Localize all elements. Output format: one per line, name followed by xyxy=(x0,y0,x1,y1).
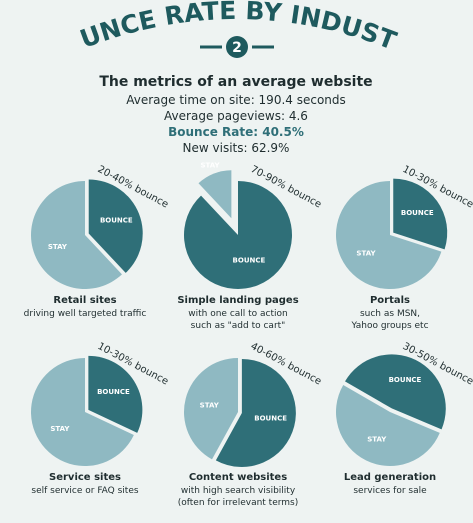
panel-line: with high search visibility xyxy=(181,486,296,496)
bounce-slice xyxy=(88,179,143,273)
panel-line: (often for irrelevant terms) xyxy=(178,498,299,508)
stay-slice xyxy=(198,170,232,219)
metric-line: New visits: 62.9% xyxy=(183,141,290,155)
panel-line: self service or FAQ sites xyxy=(31,486,138,496)
panel-line: driving well targeted traffic xyxy=(24,309,147,319)
bounce-label: BOUNCE xyxy=(97,388,130,396)
bounce-slice xyxy=(184,181,293,289)
panel-title: Lead generation xyxy=(344,472,436,483)
metric-line: Average pageviews: 4.6 xyxy=(164,109,308,123)
number-badge xyxy=(226,36,248,58)
panel-line: with one call to action xyxy=(188,309,288,319)
stay-slice xyxy=(183,358,238,460)
bounce-slice xyxy=(215,358,296,467)
stay-label: STAY xyxy=(200,161,220,169)
panel-title: Retail sites xyxy=(53,295,116,306)
bounce-label: BOUNCE xyxy=(254,414,287,422)
panel-line: Yahoo groups etc xyxy=(350,321,428,331)
bounce-label: BOUNCE xyxy=(100,217,133,225)
metric-line: Bounce Rate: 40.5% xyxy=(168,125,304,139)
stay-label: STAY xyxy=(50,425,70,433)
panel-line: such as "add to cart" xyxy=(191,321,286,331)
stay-slice xyxy=(336,385,440,466)
badge-number: 2 xyxy=(232,40,242,56)
stay-label: STAY xyxy=(367,436,387,444)
stay-label: STAY xyxy=(200,402,220,410)
panel-line: such as MSN, xyxy=(360,309,420,319)
bounce-label: BOUNCE xyxy=(389,376,422,384)
panel-line: services for sale xyxy=(353,486,427,496)
stay-slice xyxy=(30,181,122,289)
panel-title: Simple landing pages xyxy=(177,295,298,306)
stay-label: STAY xyxy=(48,243,68,251)
stay-slice xyxy=(31,358,134,466)
metric-line: Average time on site: 190.4 seconds xyxy=(126,93,346,107)
panel-title: Content websites xyxy=(189,472,287,483)
bounce-label: BOUNCE xyxy=(401,209,434,217)
metrics: Average time on site: 190.4 seconds Avera… xyxy=(126,93,346,155)
bounce-slice xyxy=(88,355,143,433)
stay-slice xyxy=(335,181,442,290)
panel-title: Service sites xyxy=(49,472,121,483)
bounce-label: BOUNCE xyxy=(233,257,266,265)
panel-title: Portals xyxy=(370,295,410,306)
bounce-slice xyxy=(345,354,446,430)
stay-label: STAY xyxy=(356,249,376,257)
metrics-heading: The metrics of an average website xyxy=(99,74,372,90)
bounce-slice xyxy=(393,178,448,250)
